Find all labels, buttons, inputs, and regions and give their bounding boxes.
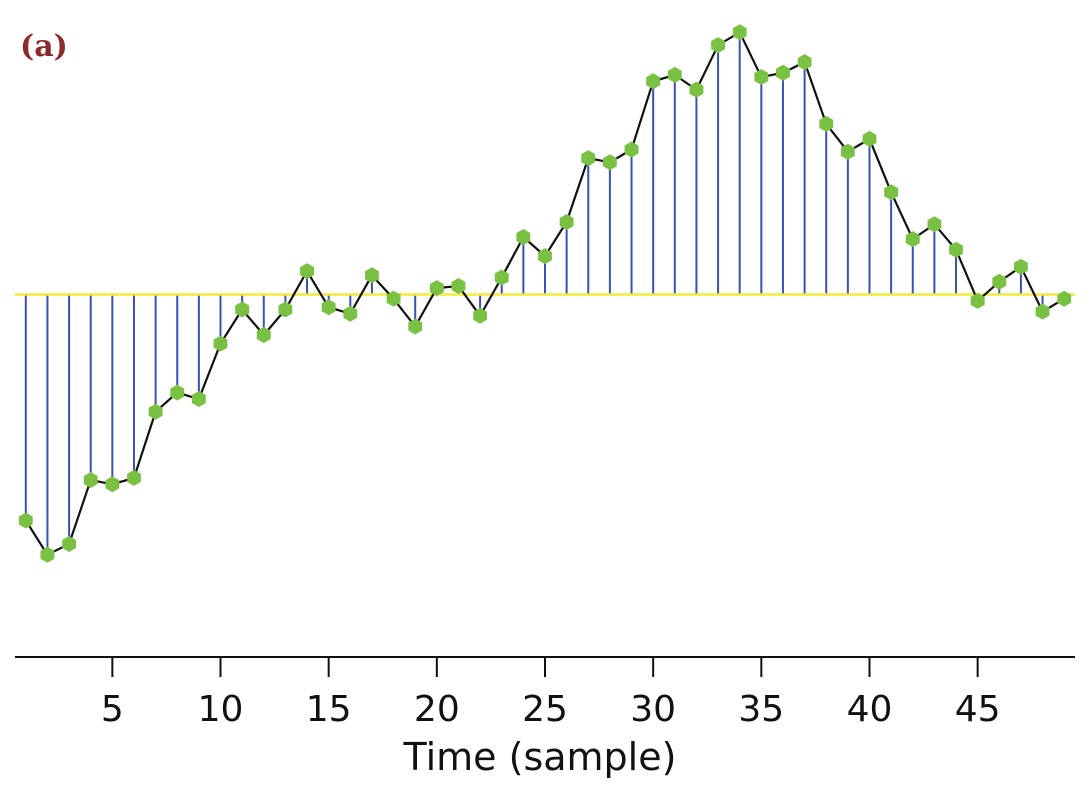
- x-tick-label-40: 40: [847, 689, 893, 730]
- x-tick-label-10: 10: [198, 689, 244, 730]
- marker-45: [970, 292, 985, 309]
- marker-2: [40, 546, 55, 563]
- x-ticks-group: 5 10 15 20 25 30 35 40 45: [101, 657, 1001, 730]
- x-tick-label-30: 30: [630, 689, 676, 730]
- marker-5: [105, 476, 120, 493]
- marker-15: [321, 299, 336, 316]
- x-tick-label-25: 25: [522, 689, 568, 730]
- marker-18: [386, 290, 401, 307]
- marker-28: [603, 154, 617, 171]
- marker-25: [538, 248, 552, 265]
- marker-4: [83, 472, 98, 488]
- x-tick-label-5: 5: [101, 689, 124, 730]
- marker-48: [1035, 303, 1050, 320]
- marker-14: [300, 263, 314, 280]
- marker-49: [1057, 290, 1072, 307]
- marker-37: [797, 54, 812, 71]
- marker-21: [451, 278, 466, 294]
- marker-7: [148, 403, 163, 420]
- marker-9: [191, 391, 206, 407]
- x-tick-label-20: 20: [414, 689, 460, 730]
- marker-44: [949, 241, 963, 258]
- marker-8: [170, 384, 185, 401]
- marker-38: [819, 115, 834, 132]
- marker-3: [62, 536, 76, 552]
- marker-41: [884, 184, 899, 201]
- marker-34: [732, 24, 747, 41]
- marker-43: [927, 216, 942, 233]
- x-axis-label: Time (sample): [403, 735, 677, 779]
- x-tick-label-35: 35: [738, 689, 784, 730]
- marker-42: [905, 231, 920, 248]
- marker-36: [776, 64, 790, 81]
- marker-6: [127, 469, 141, 486]
- marker-23: [494, 269, 509, 286]
- marker-19: [408, 318, 423, 335]
- marker-16: [343, 305, 358, 322]
- marker-17: [365, 267, 379, 284]
- marker-46: [992, 273, 1007, 290]
- marker-1: [18, 512, 33, 529]
- marker-27: [581, 150, 596, 167]
- marker-24: [516, 229, 531, 245]
- marker-47: [1014, 258, 1028, 275]
- marker-33: [711, 37, 725, 54]
- marker-26: [559, 214, 574, 230]
- marker-29: [624, 141, 639, 158]
- marker-13: [278, 301, 293, 318]
- marker-39: [840, 143, 855, 160]
- marker-35: [754, 69, 769, 85]
- marker-32: [689, 81, 704, 98]
- marker-10: [213, 335, 228, 352]
- marker-31: [667, 66, 682, 83]
- markers-group: [18, 24, 1072, 563]
- x-tick-label-15: 15: [306, 689, 352, 730]
- marker-30: [646, 73, 661, 90]
- panel-label: (a): [20, 29, 68, 64]
- marker-22: [473, 307, 487, 324]
- marker-40: [862, 130, 877, 147]
- marker-12: [256, 327, 271, 343]
- marker-11: [235, 301, 250, 318]
- marker-20: [429, 280, 444, 297]
- x-tick-label-45: 45: [955, 689, 1001, 730]
